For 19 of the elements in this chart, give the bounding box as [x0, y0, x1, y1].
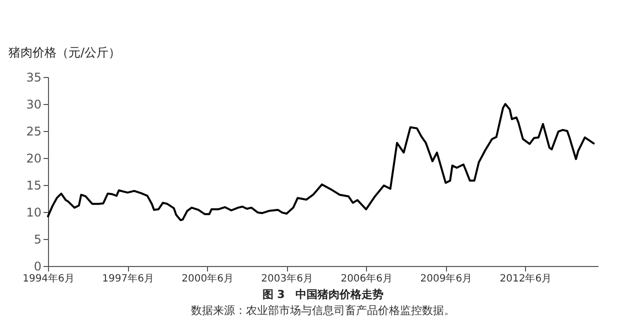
x-tick-label: 1997年6月 [102, 272, 154, 284]
y-tick-label: 20 [26, 152, 42, 166]
x-tick-label: 2012年6月 [500, 272, 552, 284]
x-tick-label: 2006年6月 [340, 272, 393, 284]
source-note: 数据来源：农业部市场与信息司畜产品价格监控数据。 [191, 304, 455, 317]
y-tick-label: 0 [34, 260, 42, 274]
x-tick-label: 1994年6月 [22, 272, 74, 284]
y-tick-label: 10 [26, 206, 42, 220]
x-tick-label: 2003年6月 [261, 272, 313, 284]
y-tick-label: 35 [26, 70, 42, 84]
y-tick-label: 25 [26, 124, 42, 138]
x-tick-label: 2000年6月 [182, 272, 234, 284]
y-axis-title: 猪肉价格（元/公斤） [8, 46, 121, 60]
line-series [47, 103, 595, 222]
y-tick-label: 15 [26, 178, 42, 192]
text: 图 3 中国猪肉价格走势 [262, 288, 384, 301]
x-tick-label: 2009年6月 [420, 272, 472, 284]
y-tick-label: 5 [34, 232, 42, 246]
y-tick-label: 30 [26, 98, 42, 112]
